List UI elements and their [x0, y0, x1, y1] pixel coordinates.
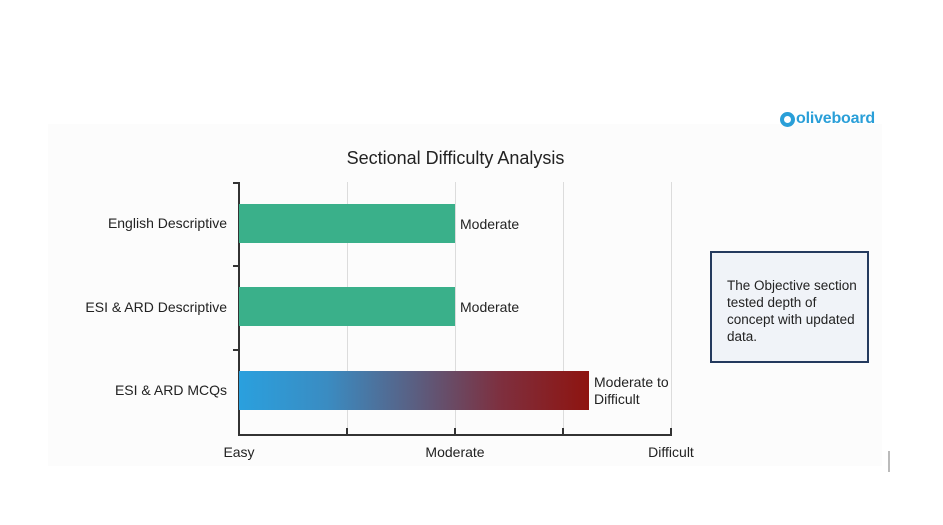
value-label-line: Moderate to	[594, 374, 669, 390]
x-tick-label: Moderate	[425, 444, 485, 460]
gridline	[455, 182, 456, 434]
value-label: Moderate to Difficult	[594, 374, 669, 408]
note-text: The Objective section tested depth of co…	[727, 278, 857, 344]
logo-text-board: board	[831, 110, 875, 127]
category-label: English Descriptive	[107, 215, 227, 231]
y-tick	[233, 265, 239, 267]
x-tick	[238, 428, 240, 436]
text-cursor	[888, 451, 890, 472]
x-tick	[454, 428, 456, 436]
x-tick	[346, 428, 348, 436]
value-label: Moderate	[460, 216, 520, 232]
category-label: ESI & ARD Descriptive	[85, 299, 227, 315]
note-box: The Objective section tested depth of co…	[710, 251, 869, 363]
value-label-line: Difficult	[594, 391, 640, 407]
bar-esi-ard-descriptive	[239, 287, 455, 326]
chart-title: Sectional Difficulty Analysis	[0, 148, 943, 169]
gridline	[671, 182, 672, 434]
y-tick	[233, 349, 239, 351]
logo-o-icon	[780, 111, 795, 127]
gridline	[563, 182, 564, 434]
category-label: ESI & ARD MCQs	[114, 382, 227, 398]
x-tick-label: Difficult	[648, 444, 694, 460]
logo-text-olive: olive	[796, 110, 832, 127]
x-tick	[562, 428, 564, 436]
y-tick	[233, 182, 239, 184]
bar-english-descriptive	[239, 204, 455, 243]
chart-title-text: Sectional Difficulty Analysis	[346, 148, 565, 168]
x-tick-label: Easy	[223, 444, 255, 460]
oliveboard-logo: olive board	[780, 108, 875, 130]
value-label: Moderate	[460, 299, 520, 315]
bar-esi-ard-mcqs	[239, 371, 589, 410]
x-tick	[670, 428, 672, 436]
